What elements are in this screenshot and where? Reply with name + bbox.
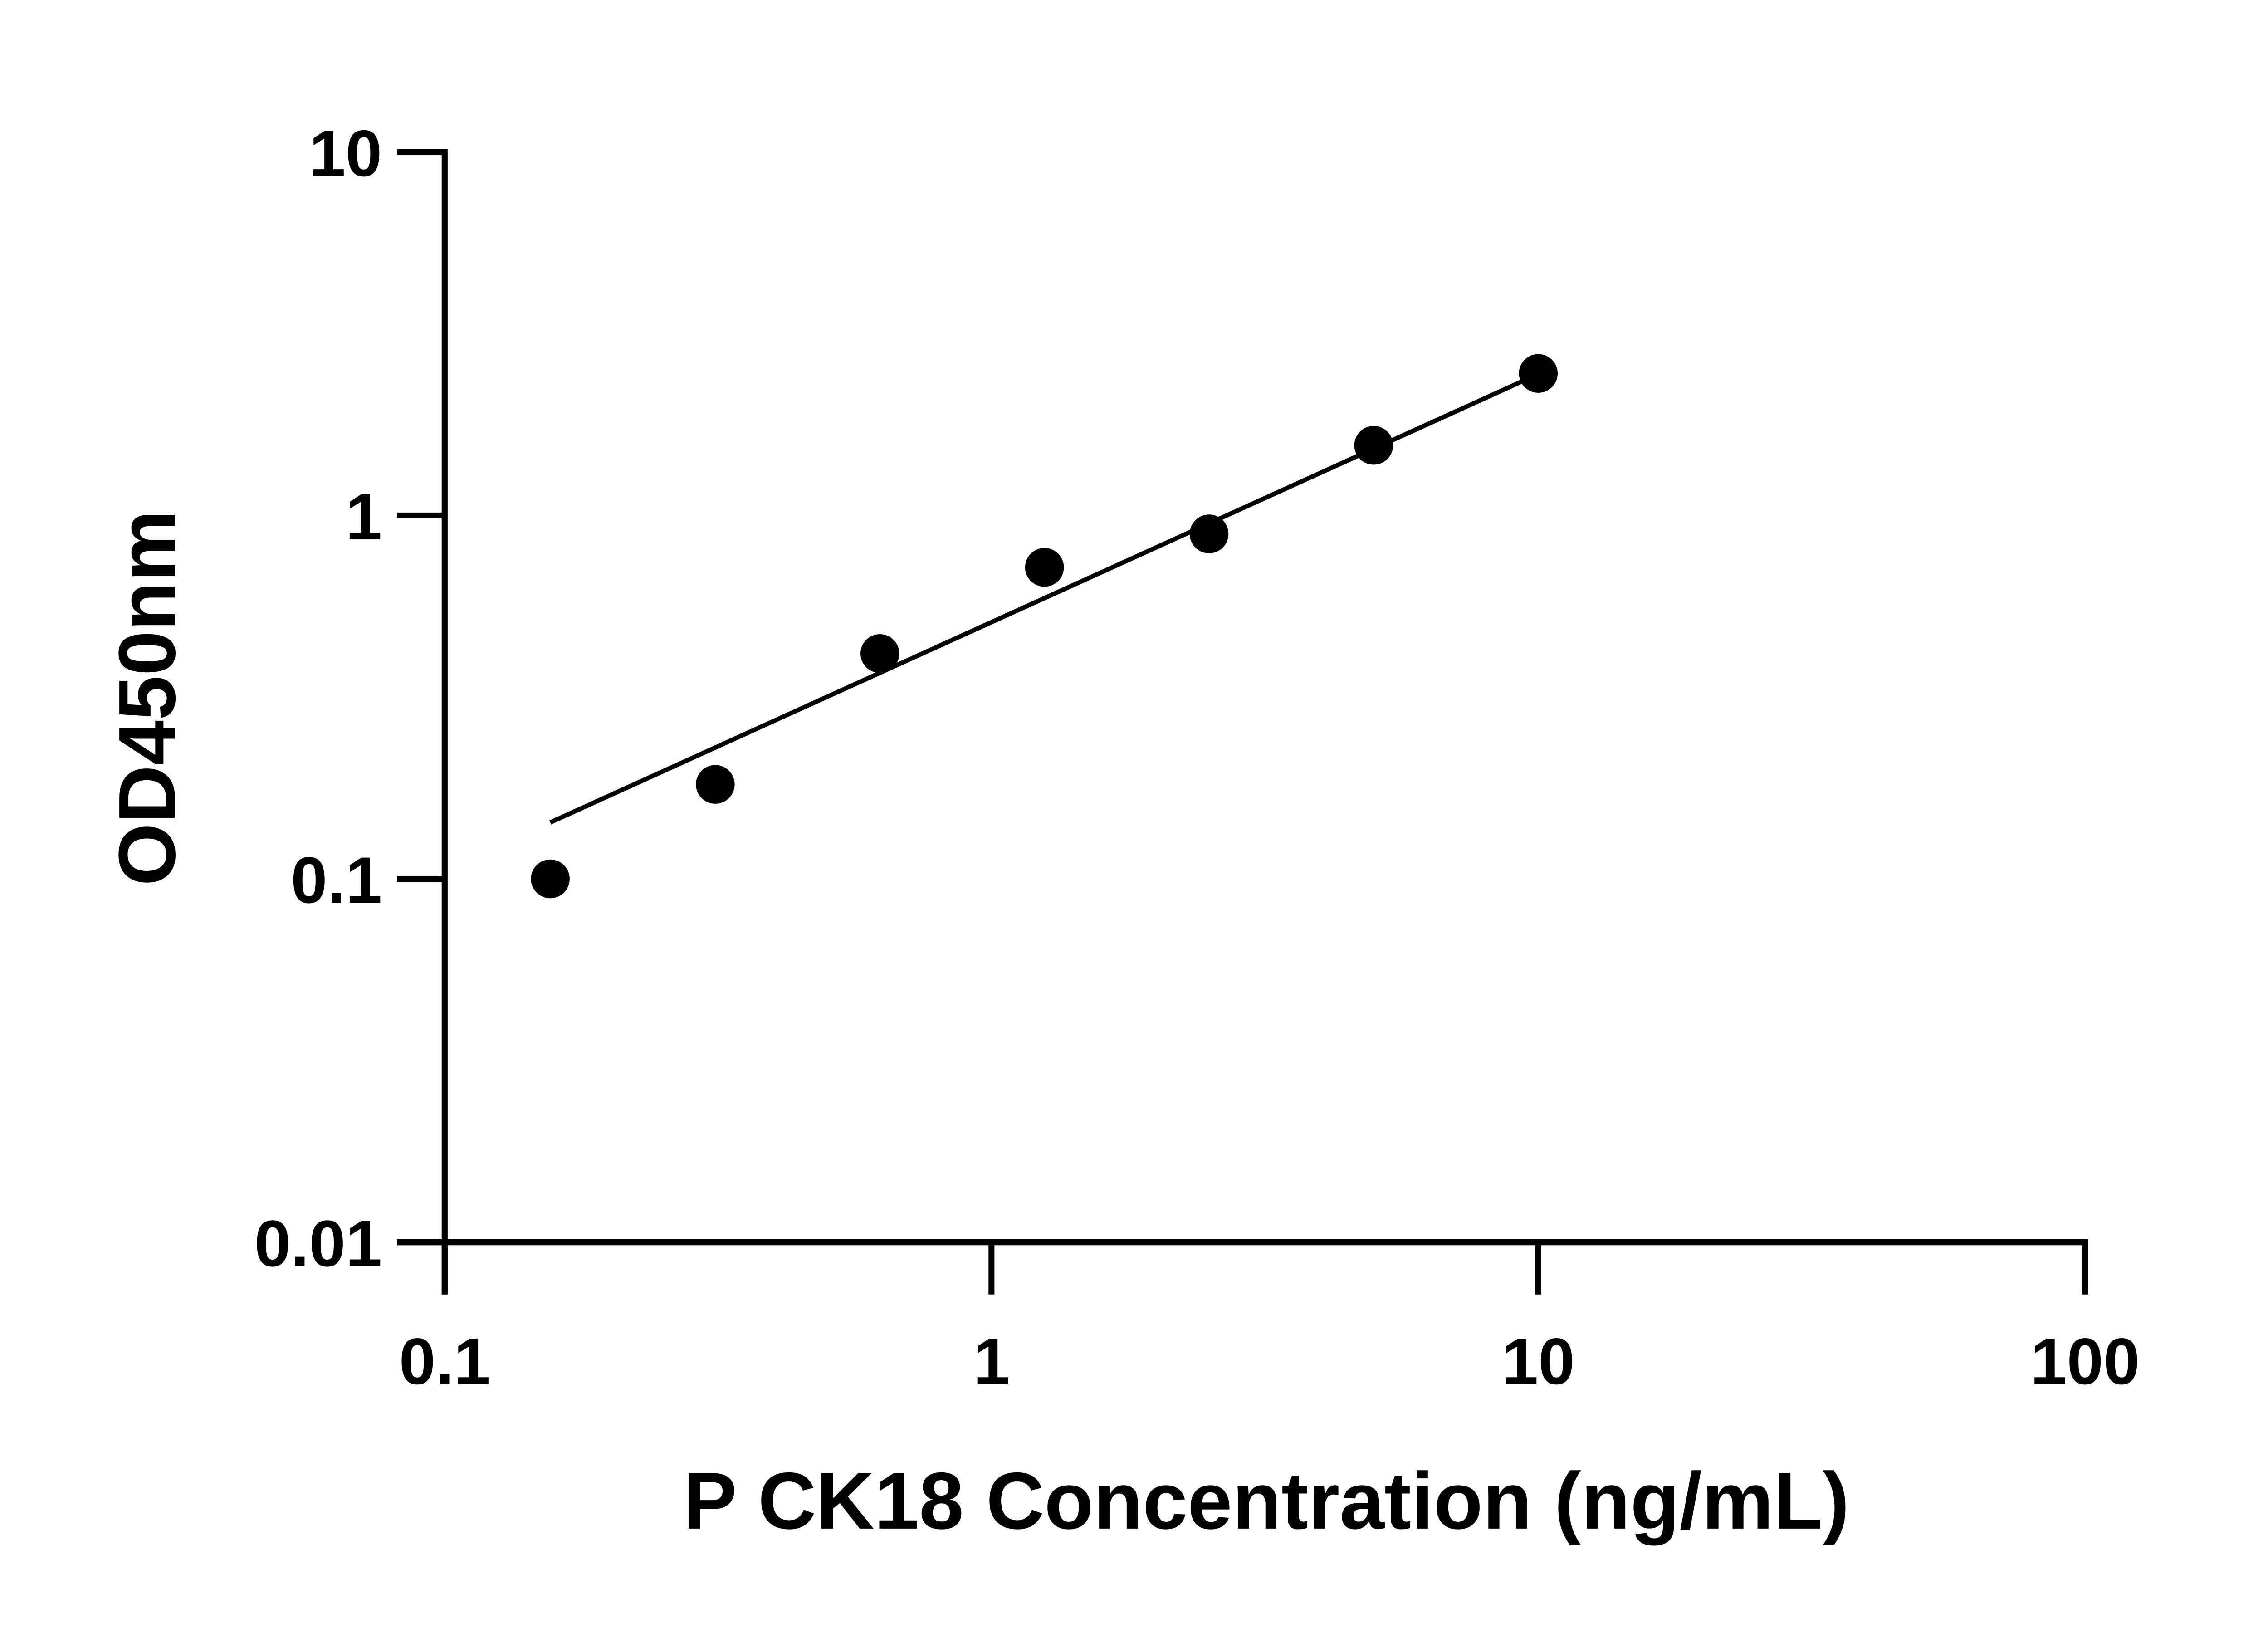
- x-tick-label: 0.1: [399, 1325, 490, 1398]
- y-ticks: 0.01 0.1 1 10: [254, 117, 445, 1280]
- x-tick-label: 10: [1502, 1325, 1575, 1398]
- x-ticks: 0.1 1 10 100: [399, 1242, 2140, 1398]
- data-point: [1025, 548, 1064, 587]
- data-points: [531, 354, 1558, 899]
- y-tick-label: 0.1: [291, 843, 382, 917]
- x-axis-title: P CK18 Concentration (ng/mL): [683, 1456, 1849, 1546]
- data-point: [1354, 425, 1393, 465]
- y-tick-label: 10: [309, 117, 382, 190]
- axes: [397, 149, 2088, 1295]
- data-point: [531, 859, 570, 899]
- y-tick-label: 1: [346, 480, 382, 553]
- y-axis-title: OD450nm: [102, 510, 192, 886]
- y-tick-label: 0.01: [254, 1207, 382, 1280]
- x-tick-label: 1: [973, 1325, 1010, 1398]
- data-point: [860, 634, 899, 673]
- x-tick-label: 100: [2030, 1325, 2140, 1398]
- data-point: [696, 765, 735, 804]
- data-point: [1189, 514, 1229, 553]
- data-point: [1519, 354, 1558, 393]
